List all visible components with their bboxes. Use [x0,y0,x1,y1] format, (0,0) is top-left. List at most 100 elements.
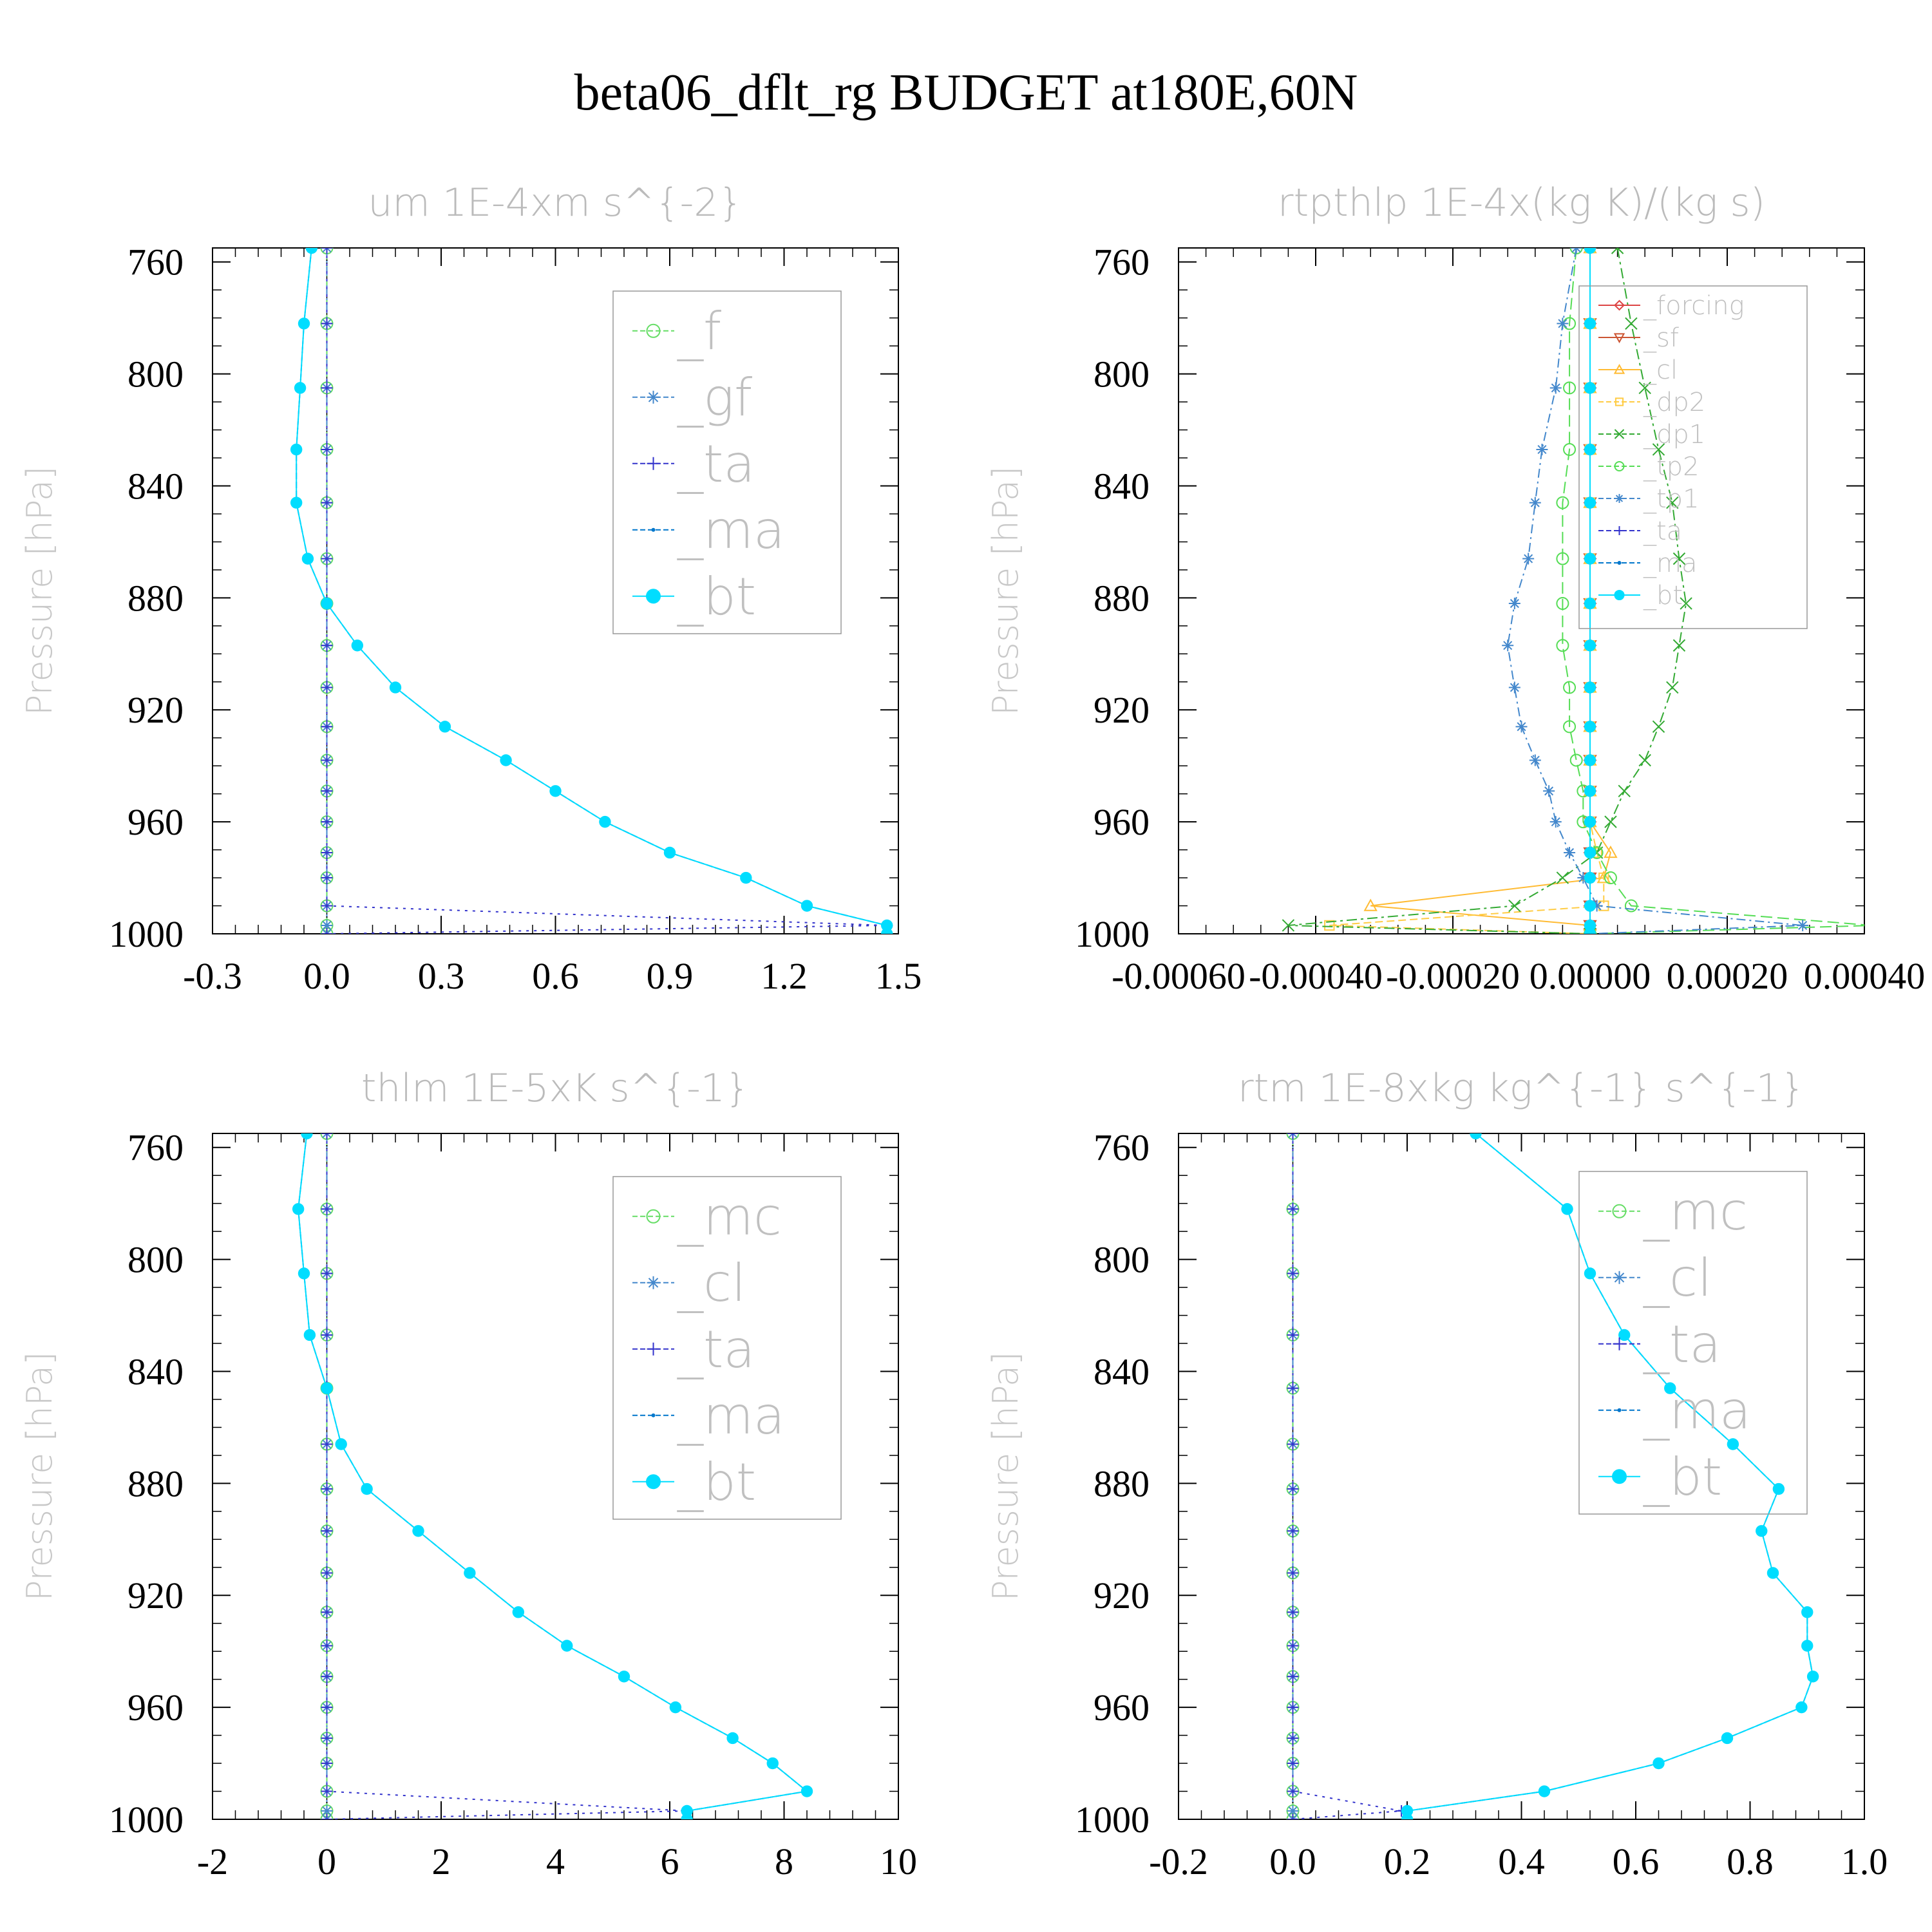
y-tick-label: 920 [1094,1575,1150,1616]
series-line [326,1133,687,1819]
series-line [296,248,888,934]
marker-asterisk [1570,248,1582,254]
y-tick-label: 840 [1094,465,1150,507]
marker-x [1672,552,1686,565]
marker-plus [321,681,333,694]
marker-plus [1287,1606,1299,1618]
series-line [298,1133,809,1819]
legend-label: _tp2 [1643,452,1700,482]
marker-plus [1287,1483,1299,1495]
x-tick-label: -0.00020 [1386,955,1520,997]
marker-x [1614,429,1625,439]
series-line [296,248,888,934]
panels: um 1E-4xm s^{-2}Pressure [hPa]7608008408… [19,180,1925,1882]
x-tick-label: 0.0 [303,955,350,997]
marker-asterisk [1522,553,1535,565]
marker-circle [1614,461,1625,471]
marker-dot [881,919,893,932]
marker-plus [321,1671,333,1683]
x-tick-label: -2 [197,1841,228,1882]
x-tick-label: 0 [317,1841,336,1882]
marker-plus [647,457,660,470]
marker-dot [303,1329,316,1341]
marker-x [1508,899,1521,913]
marker-x [1618,784,1631,798]
marker-dot [298,317,310,330]
series-group [292,1133,813,1819]
legend-label: _tp1 [1643,484,1700,514]
marker-dot [500,754,512,766]
marker-asterisk [1797,919,1809,931]
x-tick-label: 0.8 [1727,1841,1774,1882]
marker-dot [1584,248,1596,254]
marker-dot [1795,1701,1808,1714]
y-tick-label: 920 [1094,689,1150,731]
marker-dot [292,1203,305,1215]
panel-title: um 1E-4xm s^{-2} [368,180,743,225]
marker-dot [1584,785,1596,797]
marker-circle [1866,920,1877,931]
y-tick-label: 960 [1094,801,1150,843]
marker-plus [321,754,333,766]
x-tick-label: 2 [432,1841,451,1882]
marker-plus [321,1329,333,1341]
y-tick-label: 1000 [1075,1799,1150,1841]
marker-x [1680,597,1692,610]
legend-box [1578,1171,1808,1515]
marker-dot [1584,815,1596,828]
marker-asterisk [1549,382,1562,394]
series-line [1288,248,1687,934]
marker-dot [1401,1804,1414,1817]
marker-plus [321,1814,333,1819]
marker-asterisk [1543,785,1555,797]
marker-dot [1401,1813,1414,1819]
y-tick-label: 920 [128,1575,184,1616]
marker-plus [321,785,333,797]
marker-dot [321,1382,333,1394]
marker-dot [1772,1482,1785,1495]
legend-label: _ma [677,1386,785,1446]
marker-asterisk [321,1804,333,1817]
marker-plus [1287,1203,1299,1215]
legend-label: _gf [677,368,752,428]
marker-dot [301,1133,313,1140]
legend-label: _bt [1643,1447,1722,1507]
legend-box [612,290,842,634]
x-tick-label: 4 [546,1841,565,1882]
figure-title: beta06_dflt_rg BUDGET at180E,60N [574,64,1358,121]
x-tick-label: 0.9 [647,955,694,997]
legend-label: _ta [677,434,755,494]
marker-dot [1584,681,1596,694]
y-tick-label: 800 [1094,1239,1150,1281]
marker-dot [1806,1671,1819,1683]
marker-square [1324,920,1335,931]
marker-plus [647,1342,660,1356]
marker-circle [1556,552,1569,565]
y-tick-label: 800 [128,354,184,395]
marker-plus [321,317,333,330]
y-axis-label: Pressure [hPa] [985,1352,1026,1601]
marker-dot [351,639,364,652]
marker-asterisk [1613,1271,1626,1284]
marker-plus [321,846,333,858]
marker-plus [321,1203,333,1215]
marker-dot [1584,721,1596,733]
x-tick-label: 10 [880,1841,917,1882]
marker-dot [1584,443,1596,456]
marker-plus [1287,1757,1299,1770]
marker-dot [335,1438,347,1450]
marker-asterisk [1536,443,1548,455]
marker-x [1556,871,1569,884]
x-tick-label: 1.0 [1841,1841,1888,1882]
marker-plus [1287,1438,1299,1450]
marker-plus [321,816,333,828]
marker-dot [412,1525,424,1537]
marker-dot [290,497,303,509]
y-tick-label: 960 [128,801,184,843]
marker-small-dot [651,1413,656,1417]
marker-circle [1563,442,1577,456]
x-tick-label: -0.00040 [1249,955,1383,997]
marker-circle [1556,496,1569,509]
marker-dot [464,1567,476,1579]
legend-label: _cl [1643,1248,1712,1308]
